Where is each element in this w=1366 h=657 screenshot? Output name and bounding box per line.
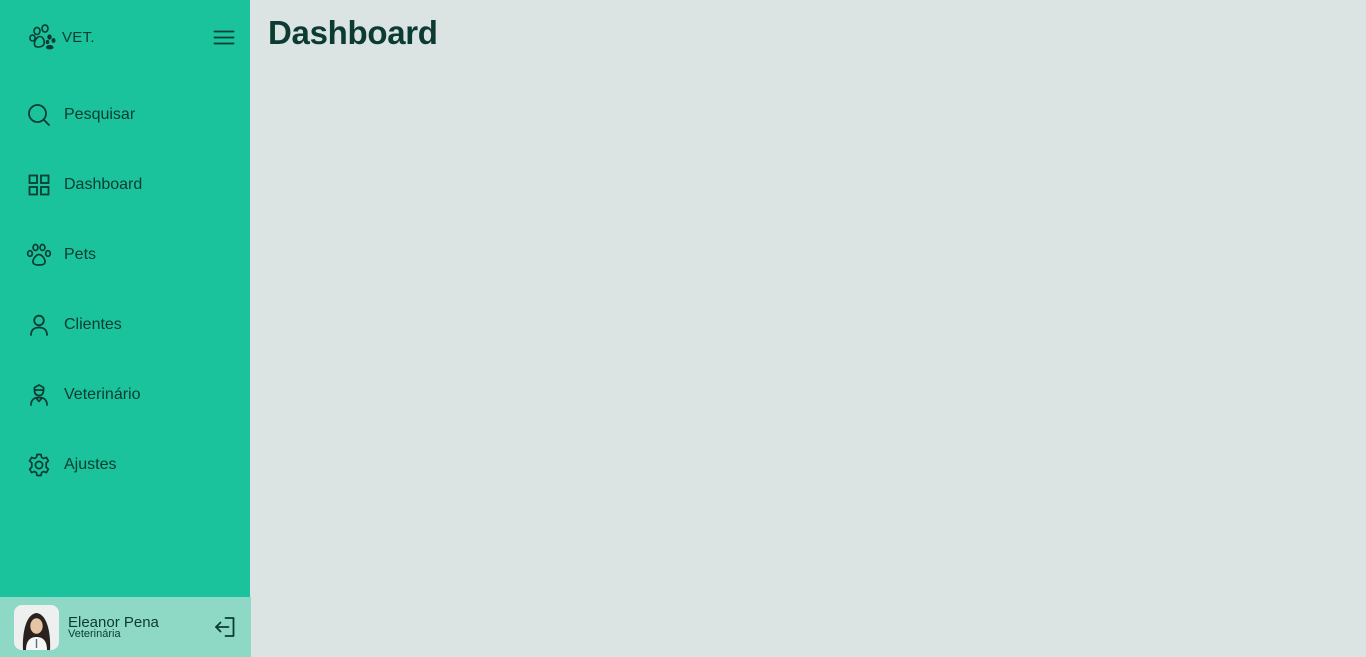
grid-icon [26, 172, 52, 198]
user-name: Eleanor Pena [68, 614, 159, 631]
user-icon [26, 312, 52, 338]
brand[interactable]: VET. [28, 22, 95, 52]
search-icon [26, 102, 52, 128]
paw-icon [28, 22, 58, 52]
hamburger-icon [211, 25, 237, 51]
gear-icon [26, 452, 52, 478]
sidebar-item-clientes[interactable]: Clientes [0, 290, 250, 360]
user-panel: Eleanor Pena Veterinária [0, 597, 251, 657]
sidebar: VET. Pesquisar [0, 0, 251, 657]
sidebar-item-label: Dashboard [64, 176, 143, 193]
menu-toggle-button[interactable] [211, 25, 237, 51]
sidebar-item-label: Veterinário [64, 386, 141, 403]
sidebar-item-veterinario[interactable]: Veterinário [0, 360, 250, 430]
sidebar-item-dashboard[interactable]: Dashboard [0, 150, 250, 220]
page-title: Dashboard [268, 14, 438, 51]
paw-icon [26, 242, 52, 268]
sidebar-item-ajustes[interactable]: Ajustes [0, 430, 250, 500]
brand-name: VET. [62, 28, 95, 46]
logout-icon [212, 614, 238, 640]
avatar[interactable] [14, 605, 59, 650]
user-role: Veterinária [68, 628, 121, 640]
sidebar-item-label: Ajustes [64, 456, 117, 473]
sidebar-item-pesquisar[interactable]: Pesquisar [0, 80, 250, 150]
sidebar-item-pets[interactable]: Pets [0, 220, 250, 290]
vet-icon [26, 382, 52, 408]
sidebar-item-label: Pets [64, 246, 97, 263]
sidebar-item-label: Clientes [64, 316, 122, 333]
sidebar-nav: Pesquisar Dashboard [0, 80, 250, 500]
logout-button[interactable] [212, 614, 238, 640]
sidebar-item-label: Pesquisar [64, 106, 136, 123]
